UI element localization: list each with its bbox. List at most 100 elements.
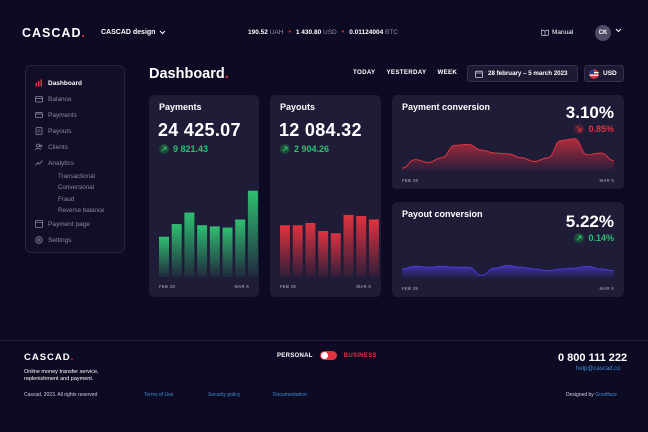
sidebar-item-dashboard[interactable]: Dashboard (34, 75, 124, 91)
date-range-picker[interactable]: 28 february – 5 march 2023 (467, 65, 578, 82)
us-flag-icon (589, 68, 599, 79)
documentation-link[interactable]: Documentation (273, 392, 307, 398)
payments-delta: 9 821.43 (159, 144, 208, 154)
wallet-icon (34, 95, 43, 104)
footer-description: Online money transfer service, replenish… (24, 369, 99, 382)
payment-conversion-delta: 0.85% (574, 124, 614, 134)
currency-label: USD (603, 70, 617, 77)
arrow-up-icon (280, 144, 290, 154)
arrow-down-icon (574, 124, 585, 134)
sidebar-item-label: Payouts (48, 127, 72, 135)
app-logo[interactable]: CASCAD. (22, 26, 86, 40)
account-switcher[interactable]: CASCAD design (101, 29, 166, 36)
arrow-up-icon (574, 233, 585, 243)
bar-5 (330, 233, 341, 277)
balance-btc: 0.01124004 BTC (349, 29, 398, 36)
filter-today[interactable]: TODAY (353, 69, 376, 76)
manual-link[interactable]: Manual (541, 29, 573, 36)
payout-conversion-value: 5.22% (565, 212, 614, 231)
sidebar-subitem-conversional[interactable]: Conversional (58, 184, 95, 192)
sidebar-item-payment-page[interactable]: Payment page (34, 216, 124, 232)
calendar-icon (475, 70, 483, 78)
page-icon (34, 220, 43, 229)
support-email[interactable]: help@cascad.co (576, 366, 621, 372)
separator-dot: • (288, 29, 291, 36)
payment-conversion-card: Payment conversion 3.10% 0.85% FEB 28 MA… (392, 95, 624, 189)
sidebar-item-label: Payments (48, 111, 77, 119)
sidebar-item-label: Payment page (48, 220, 90, 228)
bar-8 (247, 190, 258, 277)
bar-4 (318, 231, 329, 277)
balance-usd: 1 430.80 USD (295, 29, 337, 36)
period-filters: TODAY YESTERDAY WEEK (353, 69, 457, 76)
payouts-delta: 2 904.26 (280, 144, 329, 154)
support-phone[interactable]: 0 800 111 222 (558, 352, 628, 364)
sidebar-item-payments[interactable]: Payments (34, 107, 124, 123)
card-title: Payments (159, 102, 202, 112)
sidebar-item-label: Balance (48, 95, 72, 103)
toggle-personal-label[interactable]: PERSONAL (277, 352, 313, 359)
card-title: Payment conversion (402, 102, 491, 112)
axis-end-label: MAR 5 (599, 286, 614, 291)
payout-conversion-delta: 0.14% (574, 233, 614, 243)
page-title: Dashboard. (149, 66, 229, 82)
account-type-switch[interactable] (319, 351, 337, 360)
chart-icon (34, 79, 43, 88)
sidebar-subitem-transactional[interactable]: Transactional (58, 173, 95, 180)
chevron-down-icon (160, 30, 166, 35)
sidebar-item-settings[interactable]: Settings (34, 232, 124, 248)
bar-3 (305, 222, 316, 277)
axis-end-label: MAR 5 (234, 284, 249, 289)
payments-bar-chart (159, 190, 258, 277)
switch-knob (320, 352, 328, 359)
card-title: Payout conversion (402, 209, 483, 219)
toggle-business-label[interactable]: BUSINESS (343, 352, 377, 359)
axis-end-label: MAR 5 (356, 284, 371, 289)
logo-text: CASCAD (22, 26, 82, 40)
axis-start-label: FEB 28 (402, 286, 418, 291)
date-range-text: 28 february – 5 march 2023 (488, 70, 568, 77)
bar-7 (235, 219, 246, 277)
filter-week[interactable]: WEEK (437, 69, 458, 76)
payment-conversion-area-chart (401, 138, 615, 171)
designer-link[interactable]: Goodface (595, 392, 617, 398)
area-fill (402, 138, 614, 171)
balances-bar: 190.52 UAH • 1 430.80 USD • 0.01124004 B… (248, 29, 398, 36)
chevron-down-icon[interactable] (615, 28, 622, 33)
logo-dot: . (81, 26, 86, 40)
sidebar-item-balance[interactable]: Balance (34, 91, 124, 107)
currency-select[interactable]: USD (584, 65, 624, 82)
users-icon (34, 143, 43, 152)
security-policy-link[interactable]: Security policy (208, 392, 241, 398)
bar-1 (159, 236, 169, 277)
filter-yesterday[interactable]: YESTERDAY (386, 69, 427, 76)
sidebar-item-clients[interactable]: Clients (34, 139, 124, 155)
axis-start-label: FEB 28 (402, 178, 418, 183)
series-line (401, 138, 615, 169)
sidebar-subitem-reverse-balance[interactable]: Reverse balance (58, 206, 105, 214)
payments-total: 24 425.07 (158, 120, 241, 140)
balance-uah: 190.52 UAH (248, 29, 284, 36)
terms-link[interactable]: Terms of Use (144, 392, 174, 398)
bar-6 (222, 227, 233, 277)
bar-3 (184, 212, 195, 277)
axis-start-label: FEB 28 (159, 284, 175, 289)
footer-logo[interactable]: CASCAD. (24, 352, 75, 363)
sidebar-item-label: Settings (48, 236, 72, 244)
footer-copyright: Cascad, 2023. All rights reserved (24, 392, 98, 398)
avatar[interactable]: CK (595, 25, 611, 41)
sidebar-item-label: Dashboard (48, 79, 82, 87)
sidebar: Dashboard Balance Payments Payouts Clien… (25, 65, 125, 253)
sidebar-item-payouts[interactable]: Payouts (34, 123, 124, 139)
sidebar-item-label: Clients (48, 143, 68, 151)
bar-2 (171, 224, 182, 277)
sidebar-item-label: Analytics (48, 159, 75, 167)
card-title: Payouts (280, 102, 316, 112)
axis-start-label: FEB 28 (280, 284, 296, 289)
payouts-total: 12 084.32 (279, 120, 362, 140)
bar-6 (343, 214, 354, 277)
sidebar-subitem-fraud[interactable]: Fraud (58, 195, 75, 203)
payout-conversion-area-chart (401, 264, 615, 278)
bar-8 (368, 219, 379, 277)
sidebar-item-analytics[interactable]: Analytics (34, 155, 124, 171)
